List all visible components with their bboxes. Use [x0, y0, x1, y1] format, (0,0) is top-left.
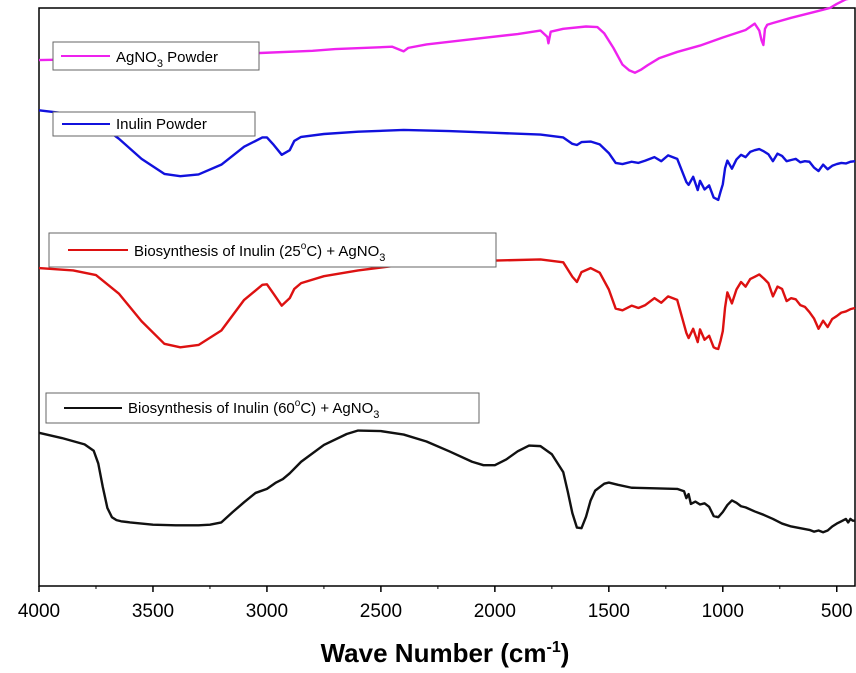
x-tick-label: 2000	[474, 601, 516, 622]
series-line-1	[38, 109, 856, 202]
legend-biosynthesis-60c: Biosynthesis of Inulin (60oC) + AgNO3	[45, 392, 480, 424]
x-tick-label: 500	[821, 601, 853, 622]
x-tick-label: 1000	[702, 601, 744, 622]
x-axis-ticks: 4000 3500 3000 2500 2000 1500 1000 500	[18, 586, 853, 622]
x-tick-label: 1500	[588, 601, 630, 622]
legend-label: AgNO3 Powder	[116, 49, 218, 70]
series-line-3	[38, 429, 855, 534]
series-layer	[38, 0, 856, 534]
series-line-2	[38, 258, 856, 351]
x-axis-title: Wave Number (cm-1)	[321, 638, 570, 668]
series-line-0	[38, 0, 849, 74]
legend-inulin-powder: Inulin Powder	[52, 111, 256, 137]
plot-frame	[38, 7, 856, 587]
legend-biosynthesis-25c: Biosynthesis of Inulin (25oC) + AgNO3	[48, 232, 497, 268]
legend-label: Biosynthesis of Inulin (60oC) + AgNO3	[128, 398, 379, 421]
x-tick-label: 4000	[18, 601, 60, 622]
x-tick-label: 3500	[132, 601, 174, 622]
x-tick-label: 3000	[246, 601, 288, 622]
legend-label: Biosynthesis of Inulin (25oC) + AgNO3	[134, 241, 385, 264]
x-tick-label: 2500	[360, 601, 402, 622]
legend-agno3-powder: AgNO3 Powder	[52, 41, 260, 71]
legend-label: Inulin Powder	[116, 116, 207, 133]
